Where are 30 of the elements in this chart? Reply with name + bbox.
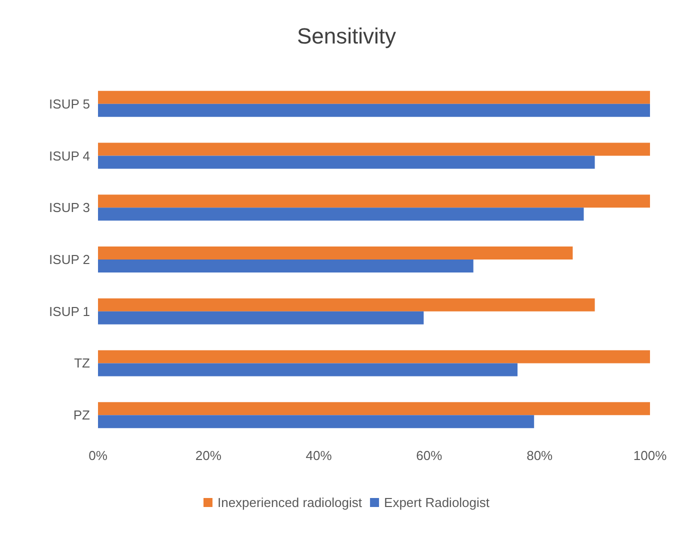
bar bbox=[98, 246, 573, 260]
bar bbox=[98, 208, 584, 221]
bar bbox=[98, 311, 424, 324]
x-tick-label: 100% bbox=[633, 448, 668, 463]
bar bbox=[98, 194, 650, 208]
y-tick-label: PZ bbox=[73, 408, 90, 423]
x-tick-label: 0% bbox=[88, 448, 108, 463]
y-tick-label: ISUP 4 bbox=[49, 148, 90, 164]
bar bbox=[98, 298, 595, 312]
bar bbox=[98, 104, 650, 117]
bar bbox=[98, 260, 474, 272]
bar bbox=[98, 402, 650, 416]
y-tick-label: TZ bbox=[74, 356, 90, 371]
x-tick-label: 80% bbox=[526, 448, 554, 463]
y-tick-label: ISUP 1 bbox=[49, 304, 90, 319]
x-tick-label: 40% bbox=[306, 448, 332, 463]
bar bbox=[98, 90, 650, 104]
x-tick-label: 60% bbox=[416, 448, 443, 463]
x-tick-label: 20% bbox=[195, 448, 222, 463]
chart-title: Sensitivity bbox=[296, 24, 396, 48]
y-tick-label: ISUP 5 bbox=[49, 96, 90, 112]
bar bbox=[98, 363, 518, 376]
bar bbox=[98, 156, 595, 169]
y-tick-label: ISUP 2 bbox=[49, 252, 90, 267]
legend-label: Expert Radiologist bbox=[384, 495, 490, 510]
bar bbox=[98, 142, 650, 156]
y-tick-label: ISUP 3 bbox=[49, 200, 90, 216]
bar bbox=[98, 350, 650, 364]
legend-label: Inexperienced radiologist bbox=[217, 495, 362, 510]
bar bbox=[98, 415, 534, 428]
